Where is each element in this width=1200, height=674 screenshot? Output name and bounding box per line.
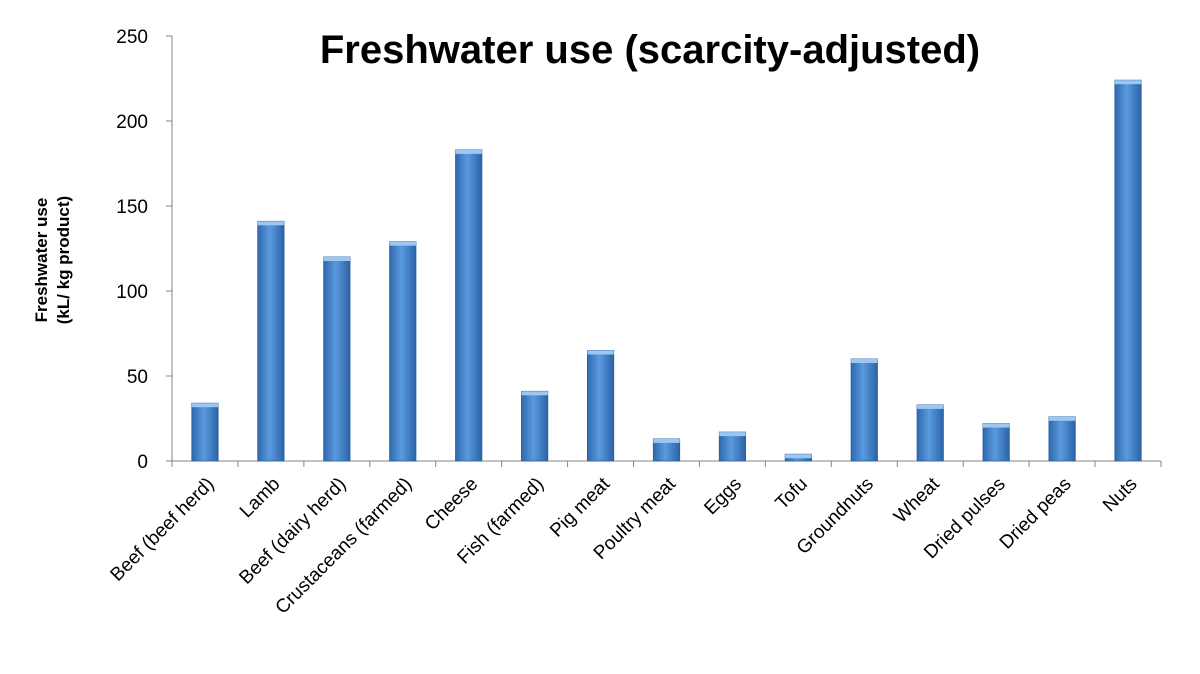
x-tick-label: Wheat [890,473,944,527]
x-tick-label: Eggs [700,474,745,519]
bar-top-highlight [521,391,548,396]
y-tick-label: 100 [116,282,148,303]
y-tick-label: 0 [137,452,148,473]
bar-top-highlight [982,423,1010,428]
x-tick-label: Dried peas [996,474,1076,554]
bar [982,423,1010,462]
bar [850,358,878,462]
bar [586,350,615,462]
bar [191,402,219,462]
bar-top-highlight [917,404,944,409]
bar [323,256,351,462]
bar-top-highlight [1114,80,1142,85]
bar [1114,79,1142,462]
bar [718,431,747,462]
bar-top-highlight [719,432,746,437]
y-tick-label: 50 [127,367,148,388]
bar [916,404,944,462]
bar-top-highlight [455,149,482,154]
chart-title: Freshwater use (scarcity-adjusted) [319,28,981,72]
x-tick-label: Pig meat [546,473,614,541]
y-tick-label: 200 [116,112,148,133]
x-tick-label: Tofu [772,474,812,514]
x-tick-label: Crustaceans (farmed) [272,474,417,619]
bar-top-highlight [587,350,614,355]
bar-top-highlight [257,221,285,226]
bar-top-highlight [389,241,416,246]
bar-top-highlight [785,454,812,459]
bar-top-highlight [323,257,351,261]
bar-top-highlight [1048,416,1076,421]
bar [389,241,417,462]
x-tick-label: Beef (beef herd) [107,474,219,586]
bar [1048,416,1076,462]
bar [521,390,549,462]
x-tick-label: Lamb [236,474,284,522]
bar-top-highlight [653,438,680,443]
bar-top-highlight [191,403,219,408]
x-tick-label: Nuts [1099,474,1141,516]
bar-top-highlight [851,359,878,363]
bar [257,220,285,462]
y-tick-label: 250 [116,27,148,48]
y-tick-label: 150 [116,197,148,218]
bar [455,149,483,462]
x-tick-label: Cheese [421,474,482,535]
